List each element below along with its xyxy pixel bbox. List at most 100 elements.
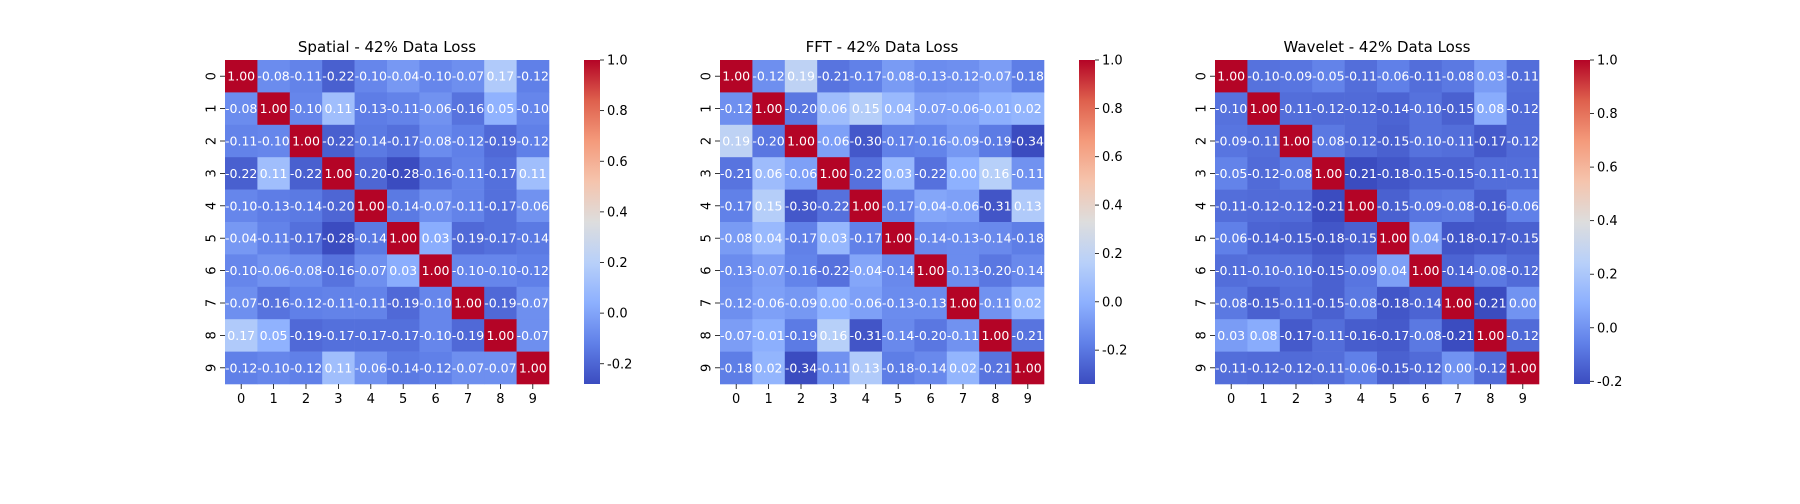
cell-value-label: -0.13 <box>257 198 289 213</box>
heatmap-cell <box>516 286 550 320</box>
cell-value-label: -0.14 <box>387 360 419 375</box>
heatmap-cell <box>752 60 786 93</box>
heatmap-cell <box>257 254 291 288</box>
cell-value-label: -0.11 <box>1507 69 1539 84</box>
cell-value-label: 1.00 <box>755 101 783 116</box>
heatmap-cell <box>720 254 753 288</box>
cell-value-label: -0.10 <box>257 360 289 375</box>
heatmap-cell <box>1506 189 1540 223</box>
heatmap-cell <box>1215 60 1248 93</box>
x-tick-label: 5 <box>1389 392 1397 407</box>
heatmap-cell <box>1312 157 1345 190</box>
y-tick-label: 0 <box>205 72 220 80</box>
cell-value-label: -0.11 <box>290 69 322 84</box>
cell-value-label: -0.06 <box>785 166 817 181</box>
heatmap-cell <box>1409 222 1443 255</box>
cell-value-label: -0.12 <box>517 69 549 84</box>
heatmap-cell <box>784 319 818 352</box>
cell-value-label: -0.07 <box>452 360 484 375</box>
cell-value-label: 0.17 <box>486 69 514 84</box>
cell-value-label: -0.11 <box>1312 360 1344 375</box>
heatmap-cell <box>1247 351 1281 385</box>
heatmap-cell <box>289 254 323 288</box>
cell-value-label: -0.17 <box>1280 328 1312 343</box>
heatmap-cell <box>1474 189 1507 223</box>
cell-value-label: 0.08 <box>1476 101 1504 116</box>
cell-value-label: -0.19 <box>979 134 1011 149</box>
heatmap-cell <box>419 189 453 223</box>
cell-value-label: -0.18 <box>1442 231 1474 246</box>
heatmap-cell <box>914 319 948 352</box>
cell-value-label: 1.00 <box>949 296 977 311</box>
heatmap-cell <box>225 92 258 126</box>
cell-value-label: -0.09 <box>1280 69 1312 84</box>
cell-value-label: -0.08 <box>1345 296 1377 311</box>
cell-value-label: -0.10 <box>1409 101 1441 116</box>
heatmap-cell <box>882 124 915 158</box>
heatmap-cell <box>1279 319 1313 352</box>
heatmap-cell <box>451 189 485 223</box>
cell-value-label: -0.18 <box>1312 231 1344 246</box>
heatmap-cell <box>516 351 550 385</box>
cell-value-label: -0.21 <box>1012 328 1044 343</box>
cell-value-label: -0.12 <box>1345 101 1377 116</box>
cell-value-label: -0.18 <box>1012 231 1044 246</box>
cell-value-label: -0.08 <box>1442 198 1474 213</box>
heatmap-cell <box>484 222 517 255</box>
cell-value-label: 0.11 <box>260 166 288 181</box>
cell-value-label: -0.13 <box>947 263 979 278</box>
cell-value-label: -0.07 <box>225 296 257 311</box>
heatmap-cell <box>451 157 485 190</box>
heatmap-cell <box>1011 351 1045 385</box>
heatmap-cell <box>914 189 948 223</box>
x-tick-label: 4 <box>367 392 375 407</box>
heatmap-cell <box>451 60 485 93</box>
heatmap-cell <box>451 286 485 320</box>
cell-value-label: -0.11 <box>1215 263 1247 278</box>
cell-value-label: 1.00 <box>787 134 815 149</box>
heatmap-cell <box>322 351 355 385</box>
cell-value-label: -0.18 <box>1377 166 1409 181</box>
cell-value-label: -0.08 <box>1409 328 1441 343</box>
heatmap-cell <box>1312 222 1345 255</box>
cell-value-label: -0.12 <box>720 101 752 116</box>
heatmap-cell <box>946 157 980 190</box>
cell-value-label: -0.18 <box>720 360 752 375</box>
cell-value-label: -0.11 <box>387 101 419 116</box>
cell-value-label: -0.14 <box>882 328 914 343</box>
heatmap-cell <box>914 157 948 190</box>
cell-value-label: 1.00 <box>292 134 320 149</box>
heatmap-cell <box>516 254 550 288</box>
heatmap-cell <box>914 254 948 288</box>
colorbar-tick-label: 0.0 <box>607 307 628 322</box>
heatmap-cell <box>419 92 453 126</box>
cell-value-label: -0.17 <box>387 134 419 149</box>
cell-value-label: -0.20 <box>752 134 784 149</box>
cell-value-label: -0.12 <box>1280 198 1312 213</box>
colorbar-tick-label: 0.4 <box>1597 214 1618 229</box>
heatmap-cell <box>1011 60 1045 93</box>
heatmap-cell <box>1377 222 1410 255</box>
cell-value-label: -0.19 <box>785 328 817 343</box>
cell-value-label: -0.01 <box>979 101 1011 116</box>
heatmap-cell <box>914 92 948 126</box>
heatmap-cell <box>1506 351 1540 385</box>
heatmap-cell <box>946 351 980 385</box>
cell-value-label: -0.09 <box>1215 134 1247 149</box>
heatmap-cell <box>1506 254 1540 288</box>
heatmap-cell <box>1506 92 1540 126</box>
cell-value-label: 0.05 <box>260 328 288 343</box>
colorbar-tick-label: 0.4 <box>1102 199 1123 214</box>
cell-value-label: 0.00 <box>1509 296 1537 311</box>
y-tick-label: 1 <box>205 104 220 112</box>
cell-value-label: -0.10 <box>1280 263 1312 278</box>
colorbar-tick-label: 0.2 <box>1597 268 1618 283</box>
y-tick-label: 8 <box>1195 331 1210 339</box>
heatmap-cell <box>257 222 291 255</box>
heatmap-cell <box>322 124 355 158</box>
cell-value-label: 0.16 <box>981 166 1009 181</box>
cell-value-label: -0.06 <box>1215 231 1247 246</box>
heatmap-cell <box>484 92 517 126</box>
y-tick-label: 4 <box>700 202 715 210</box>
